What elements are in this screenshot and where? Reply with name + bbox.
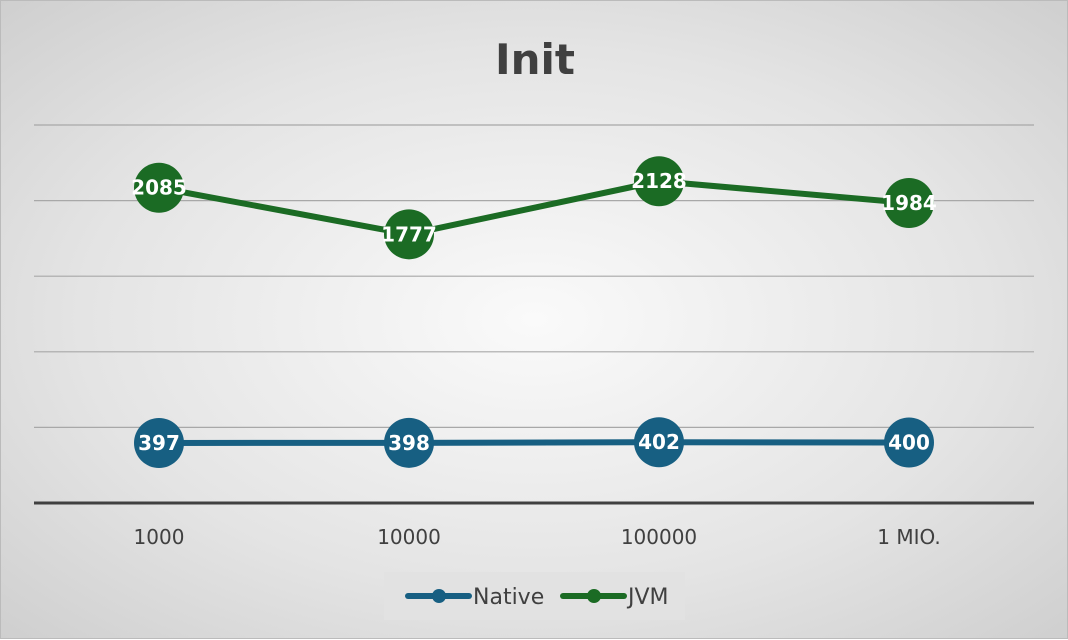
x-tick-label: 10000 (377, 525, 441, 549)
data-point (884, 417, 934, 468)
data-label: 2128 (631, 169, 687, 193)
data-label: 398 (388, 431, 430, 455)
data-point (384, 209, 434, 260)
data-label: 402 (638, 430, 680, 454)
chart-title: Init (495, 35, 575, 84)
series-line-native (158, 439, 910, 446)
data-label: 400 (888, 431, 930, 455)
data-point (884, 178, 934, 229)
data-label: 2085 (131, 176, 187, 200)
data-point (634, 417, 684, 468)
legend-label: Native (473, 585, 544, 610)
data-label: 1777 (381, 222, 437, 246)
legend-marker (587, 589, 601, 603)
data-point (134, 417, 184, 468)
legend-label: JVM (626, 585, 669, 610)
data-point (134, 162, 184, 213)
x-tick-label: 100000 (621, 525, 697, 549)
x-tick-label: 1 MIO. (877, 525, 941, 549)
data-point (384, 417, 434, 468)
data-label: 1984 (881, 191, 937, 215)
x-tick-label: 1000 (134, 525, 185, 549)
data-label: 397 (138, 431, 180, 455)
series-line-jvm (158, 178, 910, 238)
legend-marker (432, 589, 446, 603)
data-point (634, 156, 684, 207)
